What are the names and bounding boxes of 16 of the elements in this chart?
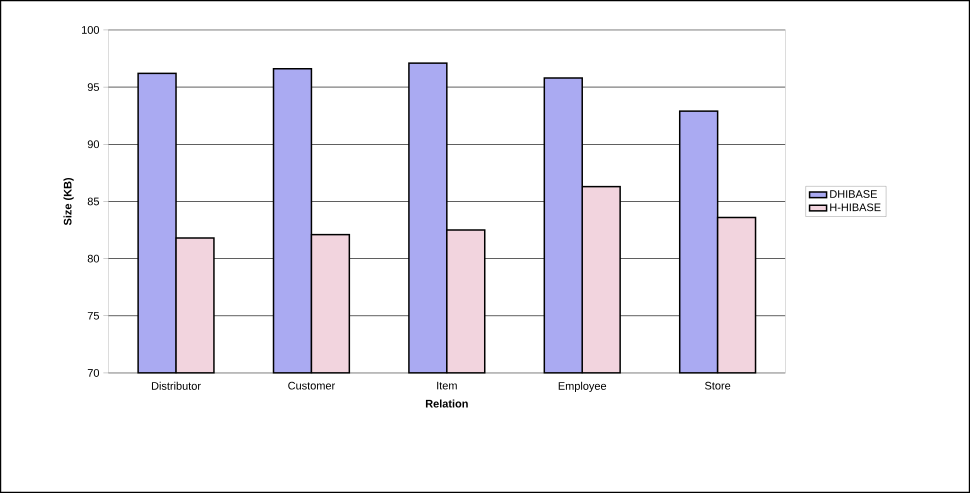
x-tick-label: Store (705, 382, 730, 390)
y-tick-label: 75 (88, 312, 100, 320)
x-tick-label: Employee (558, 382, 606, 392)
y-tick-label: 100 (82, 26, 100, 34)
y-tick-label: 70 (88, 369, 100, 377)
x-axis-title: Relation (426, 400, 468, 408)
y-tick-label: 95 (88, 83, 100, 91)
y-tick-label: 85 (88, 198, 100, 206)
legend-label: H-HIBASE (830, 203, 881, 212)
x-tick-label: Customer (288, 382, 335, 390)
x-tick-label: Item (437, 382, 457, 390)
legend-label: DHIBASE (830, 190, 877, 198)
y-axis-title: Size (KB) (63, 178, 74, 226)
y-tick-label: 90 (88, 140, 100, 148)
x-tick-label: Distributor (152, 382, 201, 390)
y-tick-label: 80 (88, 254, 100, 262)
